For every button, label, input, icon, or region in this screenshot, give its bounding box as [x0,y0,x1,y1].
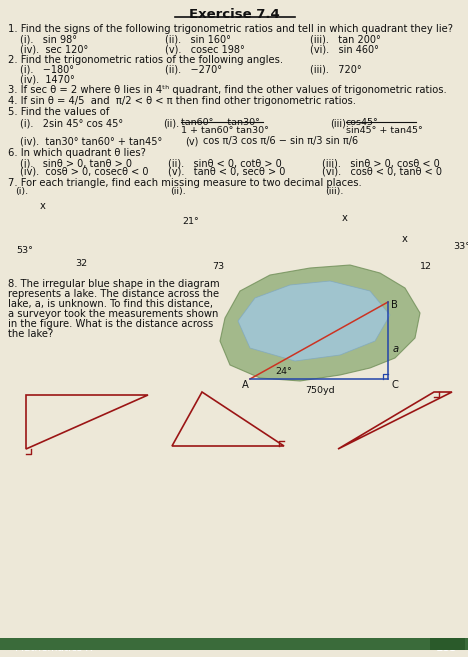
Text: (i).   sin 98°: (i). sin 98° [20,35,77,45]
Text: 73: 73 [212,262,224,271]
Text: A: A [242,380,249,390]
Text: (v).   tanθ < 0, secθ > 0: (v). tanθ < 0, secθ > 0 [168,167,285,177]
Text: (iii).   sinθ > 0, cosθ < 0: (iii). sinθ > 0, cosθ < 0 [322,158,440,168]
Text: cos π/3 cos π/6 − sin π/3 sin π/6: cos π/3 cos π/6 − sin π/3 sin π/6 [203,136,358,146]
Text: (ii).: (ii). [170,187,186,196]
Text: 12: 12 [420,262,432,271]
Text: (v).   cosec 198°: (v). cosec 198° [165,44,245,54]
Text: 750yd: 750yd [305,386,335,395]
Text: 7. For each triangle, find each missing measure to two decimal places.: 7. For each triangle, find each missing … [8,178,362,188]
Text: (iv).  sec 120°: (iv). sec 120° [20,44,88,54]
Text: (ii).   sin 160°: (ii). sin 160° [165,35,231,45]
Text: a surveyor took the measurements shown: a surveyor took the measurements shown [8,309,219,319]
Text: Mathematics X: Mathematics X [15,643,93,653]
Text: (iii).: (iii). [325,187,344,196]
Text: sin45° + tan45°: sin45° + tan45° [346,126,423,135]
Text: (vi).   sin 460°: (vi). sin 460° [310,44,379,54]
Text: 21°: 21° [182,217,199,226]
Text: (iv).  cosθ > 0, cosecθ < 0: (iv). cosθ > 0, cosecθ < 0 [20,167,148,177]
Text: 183: 183 [436,643,458,653]
Text: a: a [393,344,399,354]
Text: 8. The irregular blue shape in the diagram: 8. The irregular blue shape in the diagr… [8,279,219,289]
Text: (ii).   sinθ < 0, cotθ > 0: (ii). sinθ < 0, cotθ > 0 [168,158,282,168]
Text: 2. Find the trigonometric ratios of the following angles.: 2. Find the trigonometric ratios of the … [8,55,283,65]
Polygon shape [0,638,468,650]
Text: (vi).   cosθ < 0, tanθ < 0: (vi). cosθ < 0, tanθ < 0 [322,167,442,177]
Text: x: x [402,234,408,244]
Text: the lake?: the lake? [8,329,53,339]
Text: 6. In which quadrant θ lies?: 6. In which quadrant θ lies? [8,148,146,158]
Text: 4. If sin θ = 4/5  and  π/2 < θ < π then find other trigonometric ratios.: 4. If sin θ = 4/5 and π/2 < θ < π then f… [8,96,356,106]
Text: in the figure. What is the distance across: in the figure. What is the distance acro… [8,319,213,329]
Text: 1 + tan60° tan30°: 1 + tan60° tan30° [181,126,269,135]
Text: C: C [391,380,398,390]
Text: (iii).: (iii). [330,118,349,128]
Text: (i).   −180°: (i). −180° [20,65,74,75]
Text: cos45°: cos45° [346,118,379,127]
Text: tan60° − tan30°: tan60° − tan30° [181,118,260,127]
Text: x: x [342,213,348,223]
Text: (i).: (i). [15,187,28,196]
Text: (iv).  1470°: (iv). 1470° [20,74,75,84]
Polygon shape [220,265,420,381]
Text: (iii).   720°: (iii). 720° [310,65,362,75]
Text: 3. If sec θ = 2 where θ lies in 4ᵗʰ quadrant, find the other values of trigonome: 3. If sec θ = 2 where θ lies in 4ᵗʰ quad… [8,85,447,95]
Text: x: x [40,201,46,211]
Text: 24°: 24° [275,367,292,376]
Text: 32: 32 [75,259,87,268]
Text: 53°: 53° [16,246,33,255]
Text: lake, a, is unknown. To find this distance,: lake, a, is unknown. To find this distan… [8,299,213,309]
Text: B: B [391,300,398,310]
Text: (v): (v) [185,136,198,146]
Text: 5. Find the values of: 5. Find the values of [8,107,110,117]
Text: (ii).: (ii). [163,118,179,128]
Text: (iv).  tan30° tan60° + tan45°: (iv). tan30° tan60° + tan45° [20,136,162,146]
Text: 33°: 33° [453,242,468,251]
FancyBboxPatch shape [430,638,465,650]
Text: represents a lake. The distance across the: represents a lake. The distance across t… [8,289,219,299]
Text: (i).   sinθ > 0, tanθ > 0: (i). sinθ > 0, tanθ > 0 [20,158,132,168]
Text: (ii).   −270°: (ii). −270° [165,65,222,75]
Text: (iii).   tan 200°: (iii). tan 200° [310,35,381,45]
Text: (i).   2sin 45° cos 45°: (i). 2sin 45° cos 45° [20,118,123,128]
Text: 1. Find the signs of the following trigonometric ratios and tell in which quadra: 1. Find the signs of the following trigo… [8,24,453,34]
Polygon shape [238,281,390,361]
Text: Exercise 7.4: Exercise 7.4 [189,8,279,21]
